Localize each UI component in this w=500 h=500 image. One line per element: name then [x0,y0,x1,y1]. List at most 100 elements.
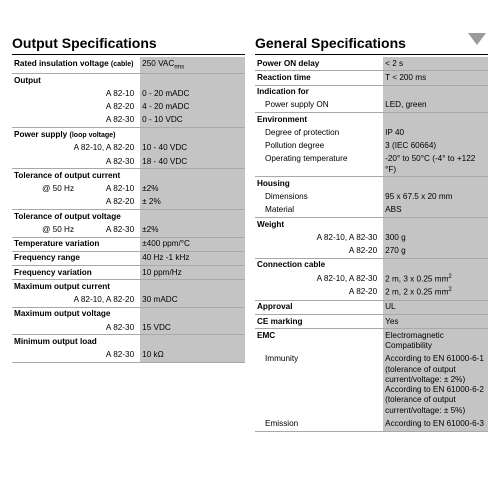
spec-value: According to EN 61000-6-3 [383,417,488,431]
collapse-triangle-icon [468,33,486,45]
spec-label: Degree of protection [255,126,383,139]
spec-label: Frequency variation [12,266,140,280]
spec-value [140,307,245,321]
spec-value [140,74,245,88]
spec-label: A 82-30 [12,155,140,169]
spec-value: ABS [383,204,488,218]
general-specs-title: General Specifications [255,35,488,55]
spec-row: Housing [255,177,488,191]
spec-value: LED, green [383,99,488,113]
spec-value: 250 VACrms [140,57,245,74]
spec-value [140,210,245,224]
spec-value: 2 m, 3 x 0.25 mm2 [383,272,488,286]
spec-value [140,128,245,142]
spec-row: Frequency variation10 ppm/Hz [12,266,245,280]
general-specs-table: Power ON delay< 2 sReaction timeT < 200 … [255,57,488,432]
spec-value [140,169,245,183]
spec-label: Frequency range [12,251,140,265]
spec-row: Dimensions95 x 67.5 x 20 mm [255,191,488,204]
spec-value: T < 200 ms [383,71,488,85]
spec-row: A 82-300 - 10 VDC [12,114,245,128]
output-specs-column: Output Specifications Rated insulation v… [12,35,245,432]
spec-label: A 82-20 [255,286,383,300]
spec-row: Pollution degree3 (IEC 60664) [255,140,488,153]
spec-row: A 82-202 m, 2 x 0.25 mm2 [255,286,488,300]
spec-value: < 2 s [383,57,488,71]
spec-value: ± 2% [140,196,245,210]
spec-label: @ 50 Hz A 82-30 [12,223,140,237]
spec-label: Output [12,74,140,88]
spec-row: Frequency range40 Hz -1 kHz [12,251,245,265]
spec-label: A 82-30 [12,114,140,128]
spec-row: A 82-20± 2% [12,196,245,210]
spec-value: 2 m, 2 x 0.25 mm2 [383,286,488,300]
spec-row: CE markingYes [255,315,488,329]
spec-value [140,335,245,349]
spec-value: 10 kΩ [140,349,245,363]
spec-row: EMCElectromagnetic Compatibility [255,329,488,353]
spec-value: Electromagnetic Compatibility [383,329,488,353]
spec-value [383,177,488,191]
spec-row: Temperature variation±400 ppm/°C [12,237,245,251]
spec-label: Connection cable [255,258,383,272]
spec-value [383,258,488,272]
spec-row: Maximum output voltage [12,307,245,321]
output-specs-title: Output Specifications [12,35,245,55]
spec-value: UL [383,300,488,314]
spec-row: Indication for [255,85,488,99]
spec-value: 0 - 20 mADC [140,87,245,100]
spec-label: Tolerance of output voltage [12,210,140,224]
spec-value: 18 - 40 VDC [140,155,245,169]
spec-value: 0 - 10 VDC [140,114,245,128]
spec-label: A 82-10 [12,87,140,100]
spec-row: Minimum output load [12,335,245,349]
spec-label: A 82-10, A 82-30 [255,272,383,286]
spec-label: @ 50 Hz A 82-10 [12,183,140,196]
spec-label: Rated insulation voltage (cable) [12,57,140,74]
spec-label: Dimensions [255,191,383,204]
spec-row: Maximum output current [12,280,245,294]
spec-value: ±2% [140,223,245,237]
spec-value [383,218,488,232]
spec-row: Degree of protectionIP 40 [255,126,488,139]
spec-label: A 82-10, A 82-20 [12,142,140,155]
spec-row: ImmunityAccording to EN 61000-6-1(tolera… [255,353,488,418]
spec-value: According to EN 61000-6-1(tolerance of o… [383,353,488,418]
spec-row: Power ON delay< 2 s [255,57,488,71]
spec-label: Indication for [255,85,383,99]
spec-row: Power supply ONLED, green [255,99,488,113]
spec-value: 30 mADC [140,294,245,308]
general-specs-column: General Specifications Power ON delay< 2… [255,35,488,432]
spec-label: A 82-20 [255,245,383,259]
spec-row: Weight [255,218,488,232]
spec-label: Immunity [255,353,383,418]
spec-row: @ 50 Hz A 82-10±2% [12,183,245,196]
spec-value: ±400 ppm/°C [140,237,245,251]
spec-label: A 82-10, A 82-20 [12,294,140,308]
spec-label: EMC [255,329,383,353]
output-specs-table: Rated insulation voltage (cable)250 VACr… [12,57,245,363]
spec-row: A 82-10, A 82-302 m, 3 x 0.25 mm2 [255,272,488,286]
spec-value [383,85,488,99]
spec-value: 300 g [383,231,488,244]
spec-row: @ 50 Hz A 82-30±2% [12,223,245,237]
spec-row: Rated insulation voltage (cable)250 VACr… [12,57,245,74]
spec-label: Minimum output load [12,335,140,349]
spec-row: Reaction timeT < 200 ms [255,71,488,85]
spec-row: A 82-10, A 82-2030 mADC [12,294,245,308]
spec-row: A 82-3018 - 40 VDC [12,155,245,169]
spec-label: A 82-20 [12,196,140,210]
spec-row: Connection cable [255,258,488,272]
spec-label: Power ON delay [255,57,383,71]
spec-label: Operating temperature [255,153,383,177]
spec-row: Environment [255,113,488,127]
spec-value: -20° to 50°C (-4° to +122 °F) [383,153,488,177]
spec-value: IP 40 [383,126,488,139]
spec-label: Approval [255,300,383,314]
spec-label: Environment [255,113,383,127]
spec-value [383,113,488,127]
spec-value: 270 g [383,245,488,259]
spec-row: MaterialABS [255,204,488,218]
spec-row: A 82-3015 VDC [12,321,245,335]
spec-label: A 82-10, A 82-30 [255,231,383,244]
